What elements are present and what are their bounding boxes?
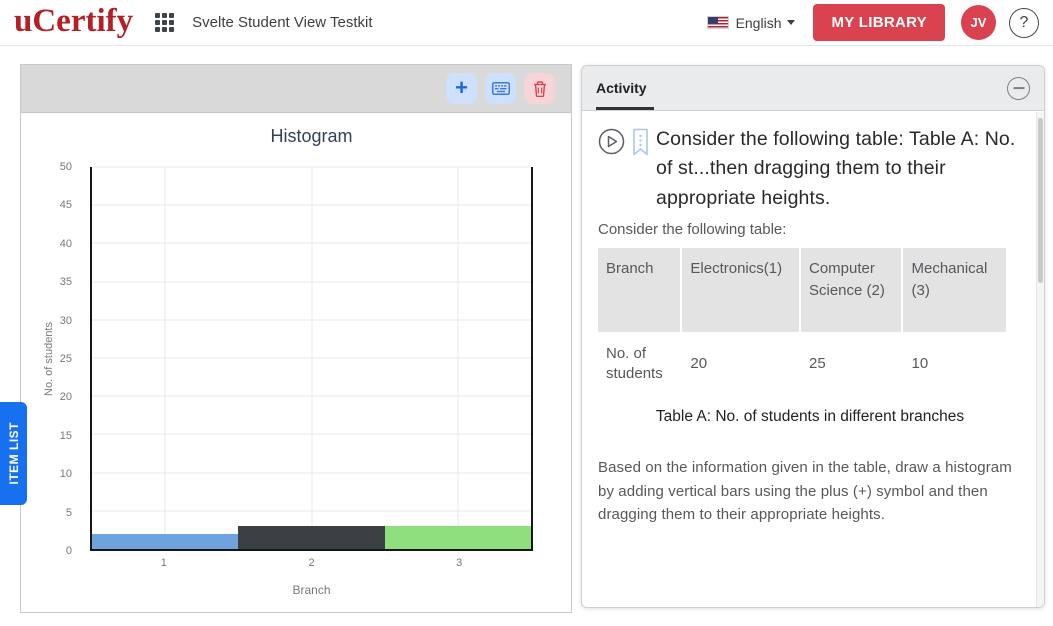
question-title: Consider the following table: Table A: N… xyxy=(656,128,1016,209)
table-header-cell: Mechanical (3) xyxy=(903,247,1006,332)
table-header-cell: Branch xyxy=(598,247,681,332)
ucertify-logo[interactable]: uCertify xyxy=(14,2,134,39)
plot-area xyxy=(90,166,533,551)
play-audio-icon[interactable] xyxy=(598,128,625,155)
chevron-down-icon xyxy=(787,20,796,25)
instruction-text: Based on the information given in the ta… xyxy=(598,459,1012,523)
gridline xyxy=(457,167,459,549)
language-selector[interactable]: English xyxy=(706,14,796,31)
gridline xyxy=(311,167,312,549)
table-header-cell: Electronics(1) xyxy=(682,247,799,332)
table-intro: Consider the following table: xyxy=(598,220,787,238)
add-bar-button[interactable]: + xyxy=(446,73,477,104)
y-tick-label: 40 xyxy=(59,237,72,250)
language-label: English xyxy=(735,14,782,31)
scrollbar-thumb[interactable] xyxy=(1038,118,1043,283)
x-axis-ticks: 1 2 3 xyxy=(90,557,533,573)
keyboard-input-button[interactable] xyxy=(485,73,516,104)
collapse-panel-button[interactable] xyxy=(1007,76,1030,100)
course-title: Svelte Student View Testkit xyxy=(192,14,373,31)
item-list-label: ITEM LIST xyxy=(6,422,21,485)
table-cell: 10 xyxy=(903,333,1006,393)
activity-content: Consider the following table: Table A: N… xyxy=(582,111,1044,607)
y-tick-label: 45 xyxy=(59,199,72,212)
histogram-workspace-card: + Histogram No. of studen xyxy=(20,64,572,613)
plus-icon: + xyxy=(455,74,468,100)
histogram-bar-3[interactable] xyxy=(384,526,531,549)
y-tick-label: 50 xyxy=(59,161,72,173)
table-row: No. of students 20 25 10 xyxy=(598,333,1006,393)
user-avatar[interactable]: JV xyxy=(961,5,996,40)
help-button[interactable]: ? xyxy=(1009,7,1039,38)
y-tick-label: 15 xyxy=(59,429,72,442)
x-tick-label: 1 xyxy=(160,557,167,569)
tab-activity[interactable]: Activity xyxy=(596,80,647,96)
activity-panel: Activity Consider the following table: T… xyxy=(581,65,1045,608)
table-cell: 20 xyxy=(682,333,799,393)
y-axis-ticks: 0 5 10 15 20 25 30 35 40 45 50 xyxy=(21,161,82,557)
data-table: Branch Electronics(1) Computer Science (… xyxy=(596,246,1008,395)
gridline xyxy=(164,167,166,549)
chart-title: Histogram xyxy=(270,126,353,146)
trash-icon xyxy=(533,80,546,97)
chart-toolbar: + xyxy=(21,65,571,113)
x-axis-label: Branch xyxy=(292,583,331,597)
y-tick-label: 20 xyxy=(59,391,72,404)
table-cell: No. of students xyxy=(598,333,681,393)
apps-grid-icon[interactable] xyxy=(155,13,175,32)
x-tick-label: 3 xyxy=(456,557,463,569)
y-tick-label: 35 xyxy=(59,276,72,289)
us-flag-icon xyxy=(706,16,729,29)
y-tick-label: 25 xyxy=(59,353,72,365)
histogram-bar-1[interactable] xyxy=(92,533,239,549)
bookmark-icon[interactable] xyxy=(632,128,649,157)
y-tick-label: 10 xyxy=(59,468,72,481)
chart-area: Histogram No. of students 0 5 10 15 20 25 30 35… xyxy=(21,113,571,613)
delete-bar-button[interactable] xyxy=(524,73,555,104)
table-header-cell: Computer Science (2) xyxy=(800,247,902,332)
y-tick-label: 30 xyxy=(59,314,72,327)
scrollbar-track[interactable] xyxy=(1036,112,1044,607)
activity-panel-header: Activity xyxy=(582,66,1044,111)
item-list-tab[interactable]: ITEM LIST xyxy=(0,402,27,505)
my-library-button[interactable]: MY LIBRARY xyxy=(813,4,945,41)
x-tick-label: 2 xyxy=(308,557,315,569)
keyboard-icon xyxy=(491,82,510,95)
table-caption: Table A: No. of students in different br… xyxy=(655,408,965,426)
y-tick-label: 0 xyxy=(65,545,72,557)
y-tick-label: 5 xyxy=(65,506,72,519)
table-cell: 25 xyxy=(800,333,902,393)
table-header-row: Branch Electronics(1) Computer Science (… xyxy=(598,247,1006,332)
top-header: uCertify Svelte Student View Testkit Eng… xyxy=(0,0,1053,46)
histogram-bar-2[interactable] xyxy=(238,526,385,549)
active-tab-indicator xyxy=(596,107,654,110)
